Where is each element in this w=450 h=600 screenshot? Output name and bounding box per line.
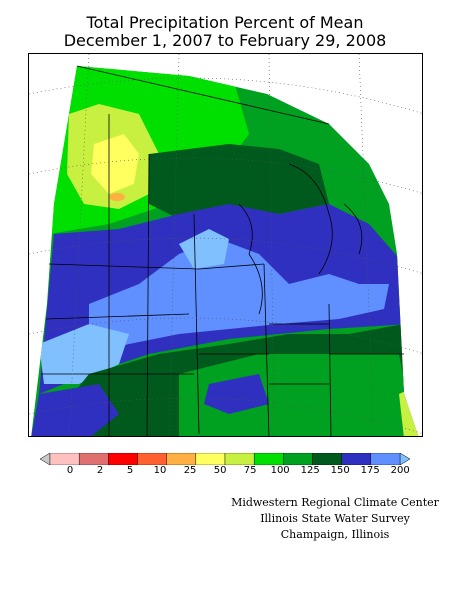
legend-tick-label: 2 — [96, 465, 104, 476]
legend-cell — [283, 452, 313, 466]
zone-orange-spot — [109, 193, 125, 201]
legend-cell — [108, 452, 138, 466]
state-boundaries — [41, 65, 404, 436]
zone-south-green — [179, 354, 409, 436]
credit-survey: Illinois State Water Survey — [260, 512, 410, 525]
legend-tick-label: 175 — [360, 465, 380, 476]
legend-cell — [341, 452, 372, 466]
zone-south-blue-2 — [204, 374, 269, 414]
legend-arrow-low — [39, 452, 51, 466]
legend-arrow-high — [399, 452, 411, 466]
zone-south-blue — [31, 384, 119, 436]
legend-cell — [137, 452, 167, 466]
legend-cell — [370, 452, 401, 466]
map-subtitle-date-range: December 1, 2007 to February 29, 2008 — [63, 31, 387, 50]
legend-cell — [166, 452, 197, 466]
legend-tick-label: 50 — [213, 465, 227, 476]
legend-tick-label: 150 — [330, 465, 350, 476]
legend-cell — [78, 452, 109, 466]
zone-light-blue-central — [179, 229, 229, 269]
legend-cell — [312, 452, 342, 466]
credit-location: Champaign, Illinois — [280, 528, 390, 541]
lat-lon-grid — [29, 54, 422, 436]
legend-cells — [49, 452, 401, 466]
legend-tick-label: 125 — [300, 465, 320, 476]
credit-center: Midwestern Regional Climate Center — [231, 496, 439, 509]
legend-cell — [195, 452, 226, 466]
map-title: Total Precipitation Percent of Mean — [86, 13, 364, 32]
legend-tick-label: 10 — [153, 465, 167, 476]
legend-tick-label: 75 — [243, 465, 257, 476]
precipitation-map — [28, 53, 423, 437]
legend-cell — [49, 452, 80, 466]
legend-cell — [224, 452, 255, 466]
legend-tick-label: 200 — [390, 465, 410, 476]
legend-tick-label: 25 — [183, 465, 197, 476]
zone-yellow-pocket — [91, 134, 139, 194]
legend-tick-label: 100 — [270, 465, 290, 476]
legend-cell — [253, 452, 284, 466]
color-legend: 0 2 5 10 25 50 75 100 125 150 175 200 — [39, 452, 411, 482]
legend-tick-label: 0 — [66, 465, 74, 476]
legend-colorbar — [39, 452, 411, 466]
legend-tick-label: 5 — [126, 465, 134, 476]
map-canvas — [29, 54, 422, 436]
